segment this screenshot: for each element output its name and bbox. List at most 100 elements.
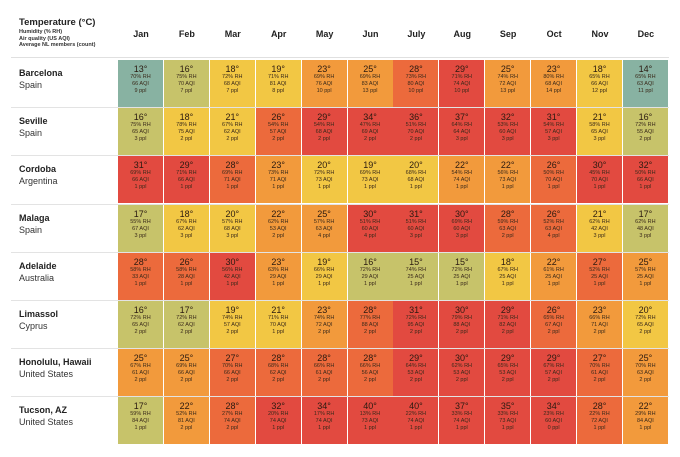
climate-cell: 16° 75% RH 70 AQI 7 ppl — [163, 60, 209, 107]
humidity-value: 58% RH — [130, 266, 151, 273]
temperature-value: 28° — [133, 256, 148, 267]
climate-cell: 32° 50% RH 66 AQI 1 ppl — [622, 156, 668, 204]
humidity-value: 68% RH — [405, 170, 427, 177]
air-quality-value: 74 AQI — [269, 418, 287, 425]
climate-cell: 23° 80% RH 68 AQI 14 ppl — [531, 60, 577, 107]
humidity-value: 65% RH — [497, 363, 518, 370]
row-divider — [11, 107, 669, 109]
climate-cell: 27° 70% RH 61 AQI 2 ppl — [577, 349, 622, 397]
temperature-value: 30° — [225, 256, 240, 267]
temperature-value: 19° — [363, 160, 377, 171]
climate-cell: 20° 68% RH 68 AQI 1 ppl — [393, 156, 439, 204]
climate-cell: 23° 63% RH 29 AQI 1 ppl — [255, 252, 301, 300]
air-quality-value: 48 AQI — [636, 225, 654, 232]
temperature-value: 16° — [179, 64, 194, 74]
month-header: Apr — [270, 29, 287, 39]
members-value: 2 ppl — [134, 329, 147, 335]
air-quality-value: 68 AQI — [545, 81, 562, 87]
air-quality-value: 25 AQI — [591, 273, 608, 280]
air-quality-value: 66 AQI — [591, 81, 608, 87]
temperature-value: 31° — [409, 305, 423, 315]
temperature-value: 27° — [225, 353, 240, 364]
temperature-value: 31° — [409, 208, 423, 219]
members-value: 2 ppl — [547, 329, 560, 335]
climate-cell: 40° 13% RH 73 AQI 1 ppl — [347, 397, 393, 445]
members-value: 2 ppl — [593, 329, 606, 335]
humidity-value: 50% RH — [635, 170, 656, 177]
temperature-value: 28° — [363, 305, 377, 315]
climate-cell: 26° 50% RH 70 AQI 1 ppl — [531, 156, 577, 204]
temperature-value: 37° — [454, 401, 469, 412]
country-name: Spain — [19, 128, 43, 139]
temperature-value: 28° — [225, 160, 240, 171]
humidity-value: 72% RH — [635, 315, 656, 321]
climate-cell: 28° 22% RH 72 AQI 1 ppl — [577, 397, 622, 445]
country-name: United States — [19, 369, 74, 380]
members-value: 1 ppl — [272, 184, 285, 191]
humidity-value: 72% RH — [222, 74, 243, 80]
members-value: 9 ppl — [134, 88, 147, 94]
humidity-value: 65% RH — [635, 74, 656, 80]
members-value: 0 ppl — [547, 425, 560, 432]
members-value: 1 ppl — [134, 425, 147, 432]
climate-cell: 17° 62% RH 48 AQI 3 ppl — [622, 204, 668, 252]
temperature-value: 22° — [546, 256, 561, 267]
air-quality-value: 64 AQI — [453, 129, 471, 136]
climate-cell: 30° 79% RH 88 AQI 2 ppl — [439, 301, 485, 348]
month-header: Jan — [133, 29, 149, 39]
air-quality-value: 57 AQI — [545, 370, 562, 377]
temperature-value: 40° — [363, 401, 377, 412]
members-value: 2 ppl — [455, 329, 468, 335]
members-value: 1 ppl — [180, 280, 193, 287]
climate-cell: 21° 58% RH 65 AQI 3 ppl — [577, 108, 622, 156]
members-value: 1 ppl — [226, 280, 239, 287]
temperature-value: 22° — [179, 401, 194, 412]
humidity-value: 54% RH — [451, 170, 473, 177]
air-quality-value: 76 AQI — [315, 81, 333, 87]
air-quality-value: 70 AQI — [545, 177, 562, 184]
air-quality-value: 57 AQI — [269, 129, 287, 136]
temperature-value: 23° — [317, 64, 331, 74]
humidity-value: 71% RH — [497, 315, 518, 321]
temperature-value: 26° — [546, 208, 561, 219]
temperature-value: 19° — [317, 256, 331, 267]
legend-temperature: Temperature (°C) — [19, 17, 96, 28]
climate-cell: 26° 52% RH 63 AQI 4 ppl — [531, 204, 577, 252]
humidity-value: 69% RH — [359, 74, 381, 80]
climate-cell: 21° 71% RH 70 AQI 1 ppl — [255, 301, 301, 348]
members-value: 8 ppl — [272, 88, 285, 94]
members-value: 2 ppl — [409, 377, 422, 384]
air-quality-value: 62 AQI — [177, 322, 195, 328]
row-divider — [11, 251, 669, 253]
members-value: 10 ppl — [316, 88, 332, 94]
members-value: 1 ppl — [272, 425, 285, 432]
members-value: 2 ppl — [134, 377, 147, 384]
air-quality-value: 63 AQI — [315, 225, 333, 232]
humidity-value: 45% RH — [589, 170, 610, 177]
air-quality-value: 66 AQI — [132, 81, 149, 87]
temperature-value: 16° — [638, 112, 653, 123]
air-quality-value: 29 AQI — [315, 273, 333, 280]
members-value: 14 ppl — [546, 88, 562, 94]
month-header: Mar — [224, 29, 241, 39]
city-name: Cordoba — [19, 164, 56, 175]
climate-cell: 34° 23% RH 60 AQI 0 ppl — [531, 397, 577, 445]
members-value: 2 ppl — [409, 136, 422, 143]
temperature-value: 25° — [179, 353, 194, 364]
temperature-value: 25° — [317, 208, 331, 219]
temperature-value: 18° — [500, 256, 515, 267]
members-value: 1 ppl — [409, 184, 422, 191]
climate-cell: 18° 67% RH 62 AQI 3 ppl — [163, 204, 209, 252]
humidity-value: 72% RH — [635, 122, 656, 129]
city-name: Tucson, AZ — [19, 405, 67, 416]
air-quality-value: 73 AQI — [315, 177, 333, 184]
air-quality-value: 33 AQI — [132, 273, 149, 280]
air-quality-value: 74 AQI — [453, 177, 471, 184]
legend-air-quality: Air quality (US AQI) — [19, 35, 70, 42]
temperature-value: 23° — [271, 160, 285, 171]
air-quality-value: 83 AQI — [361, 81, 379, 87]
members-value: 3 ppl — [593, 232, 606, 239]
humidity-value: 72% RH — [451, 266, 473, 273]
temperature-value: 29° — [317, 112, 331, 123]
climate-cell: 16° 72% RH 29 AQI 1 ppl — [347, 252, 393, 300]
